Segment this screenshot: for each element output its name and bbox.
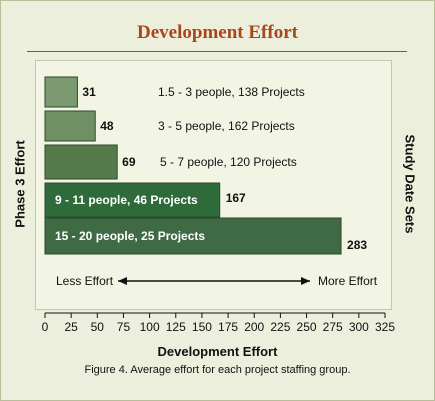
bar-value-label: 167: [226, 191, 246, 205]
effort-arrow-right-head: [301, 277, 310, 285]
bar: [44, 182, 221, 218]
more-effort-label: More Effort: [318, 274, 378, 288]
x-tick-label: 325: [375, 320, 395, 334]
bar: [44, 144, 118, 180]
x-tick-label: 150: [192, 320, 212, 334]
x-tick-label: 125: [166, 320, 186, 334]
bar-value-label: 283: [347, 238, 367, 252]
x-tick-label: 250: [297, 320, 317, 334]
bar-value-label: 31: [82, 85, 96, 99]
x-axis-label: Development Effort: [157, 344, 278, 359]
x-tick-label: 300: [349, 320, 369, 334]
bar-value-label: 69: [122, 155, 136, 169]
x-tick-label: 225: [270, 320, 290, 334]
title-divider: [27, 51, 407, 52]
x-tick-label: 175: [218, 320, 238, 334]
bar-category-label: 1.5 - 3 people, 138 Projects: [158, 85, 305, 99]
x-tick-label: 275: [323, 320, 343, 334]
bar: [44, 110, 96, 142]
effort-arrow-left-head: [118, 277, 127, 285]
bar-category-label: 3 - 5 people, 162 Projects: [158, 119, 295, 133]
bar-value-label: 48: [100, 119, 114, 133]
x-tick-label: 100: [140, 320, 160, 334]
bar: [44, 76, 78, 108]
bar: [44, 217, 342, 255]
chart-title: Development Effort: [137, 22, 298, 43]
x-tick-label: 25: [64, 320, 78, 334]
bar-category-label: 15 - 20 people, 25 Projects: [55, 229, 205, 243]
figure-caption: Figure 4. Average effort for each projec…: [84, 364, 351, 376]
x-tick-label: 50: [91, 320, 105, 334]
less-effort-label: Less Effort: [56, 274, 114, 288]
x-tick-label: 200: [244, 320, 264, 334]
bar-category-label: 5 - 7 people, 120 Projects: [160, 155, 297, 169]
bar-category-label: 9 - 11 people, 46 Projects: [55, 193, 198, 207]
x-tick-label: 75: [117, 320, 131, 334]
x-tick-label: 0: [42, 320, 49, 334]
